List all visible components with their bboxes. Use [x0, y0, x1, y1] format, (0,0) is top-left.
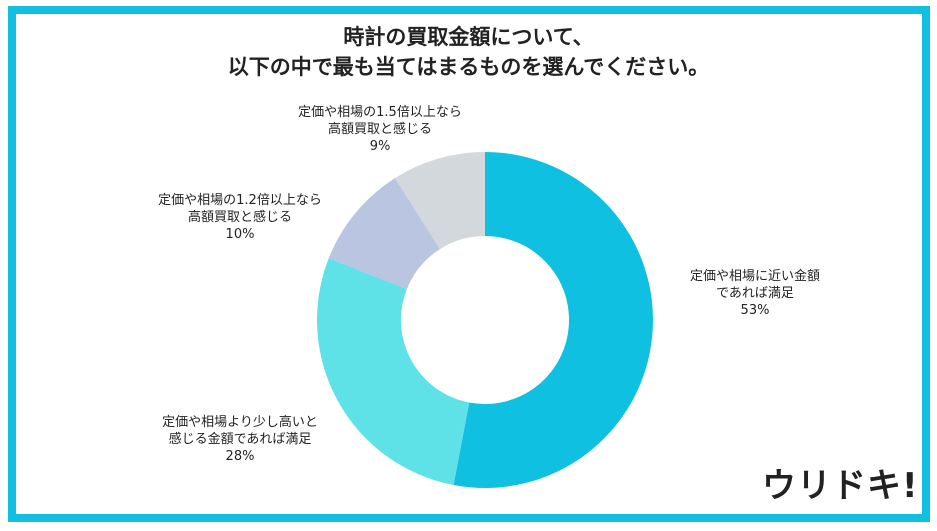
label-line: 感じる金額であれば満足	[168, 432, 312, 447]
label-line: 定価や相場の1.5倍以上なら	[298, 105, 462, 120]
donut-slice-2	[328, 178, 440, 290]
label-line: であれば満足	[716, 286, 794, 301]
label-slice-0: 定価や相場に近い金額 であれば満足 53%	[660, 268, 850, 319]
label-line: 定価や相場に近い金額	[689, 269, 820, 284]
uridoki-logo: ウリドキ!	[762, 458, 919, 507]
value-label: 28%	[225, 449, 255, 464]
label-slice-3: 定価や相場の1.5倍以上なら 高額買取と感じる 9%	[270, 104, 490, 155]
value-label: 9%	[369, 139, 391, 154]
donut-slice-1	[317, 258, 470, 486]
label-slice-1: 定価や相場より少し高いと 感じる金額であれば満足 28%	[140, 414, 340, 465]
donut-slice-3	[394, 152, 485, 250]
chart-title-line-2: 以下の中で最も当てはまるものを選んでください。	[227, 55, 710, 79]
logo-mark: !	[902, 466, 919, 506]
label-line: 定価や相場より少し高いと	[162, 415, 318, 430]
value-label: 53%	[740, 303, 770, 318]
chart-title-line-1: 時計の買取金額について、	[343, 25, 594, 49]
label-line: 高額買取と感じる	[327, 122, 432, 137]
value-label: 10%	[225, 227, 255, 242]
label-slice-2: 定価や相場の1.2倍以上なら 高額買取と感じる 10%	[130, 192, 350, 243]
label-line: 高額買取と感じる	[187, 210, 292, 225]
logo-text: ウリドキ	[762, 466, 902, 506]
label-line: 定価や相場の1.2倍以上なら	[158, 193, 322, 208]
donut-slice-0	[453, 152, 653, 488]
